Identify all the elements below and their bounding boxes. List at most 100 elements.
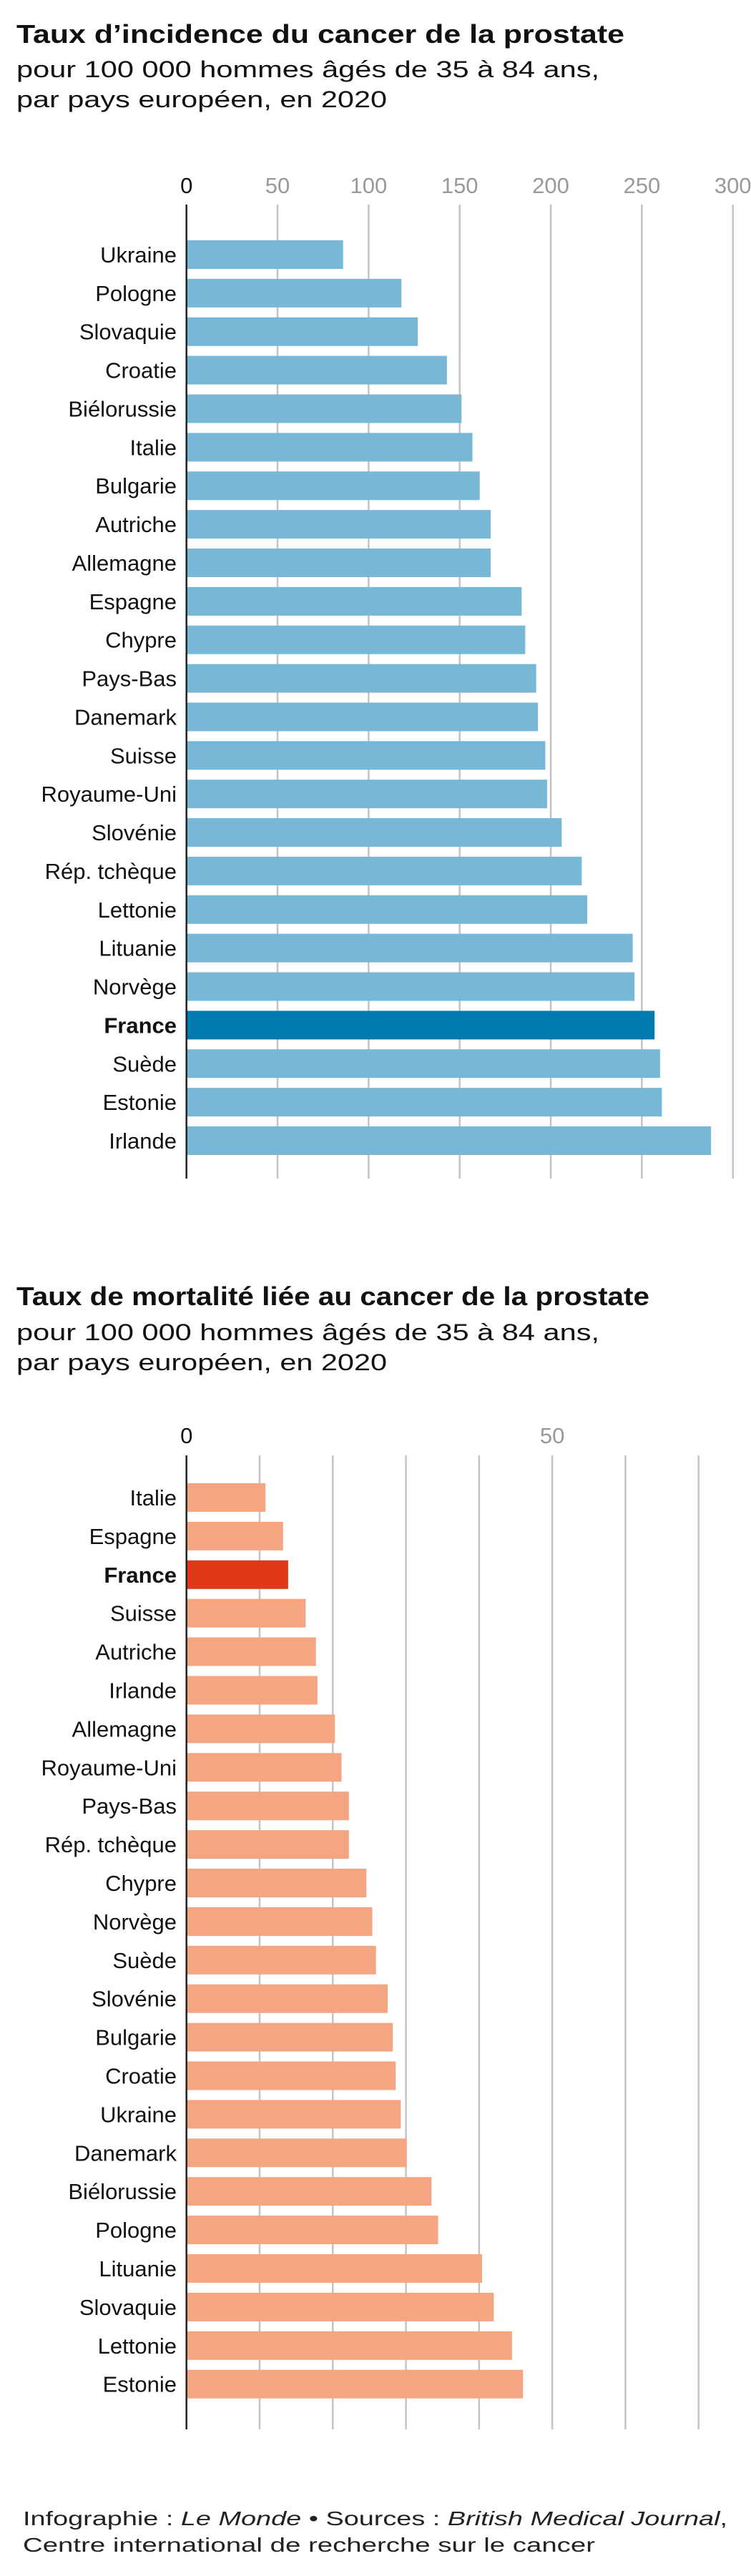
incidence-tick-label: 50 xyxy=(265,173,290,198)
mortality-bar xyxy=(186,1521,283,1550)
incidence-bar xyxy=(186,933,633,963)
mortality-gridlines xyxy=(258,1455,700,2429)
mortality-bar xyxy=(186,1598,306,1628)
incidence-bar xyxy=(186,355,447,385)
incidence-category-label: Espagne xyxy=(89,589,177,614)
credits-separator: • Sources : xyxy=(301,2507,448,2530)
incidence-category-label: Estonie xyxy=(103,1090,177,1115)
incidence-tick-labels: 0 50 100 150 200 250 300 xyxy=(180,173,751,198)
mortality-category-label: Norvège xyxy=(93,1909,177,1935)
incidence-bar xyxy=(186,1088,662,1117)
incidence-chart-subtitle-line2: par pays européen, en 2020 xyxy=(16,87,387,112)
mortality-category-label: Allemagne xyxy=(72,1716,177,1741)
mortality-category-label: Royaume-Uni xyxy=(41,1755,177,1780)
incidence-category-labels: Ukraine Pologne Slovaquie Croatie Biélorussi… xyxy=(41,242,177,1154)
mortality-category-label: Rép. tchèque xyxy=(45,1832,177,1857)
mortality-category-label: Ukraine xyxy=(100,2102,177,2127)
mortality-category-label: France xyxy=(104,1563,177,1588)
mortality-bar xyxy=(186,1907,373,1936)
mortality-bar xyxy=(186,1714,335,1744)
mortality-category-label: Irlande xyxy=(109,1678,177,1704)
incidence-bar xyxy=(186,278,402,308)
incidence-bar xyxy=(186,818,562,847)
incidence-bar xyxy=(186,471,480,501)
mortality-category-label: Estonie xyxy=(103,2372,177,2397)
mortality-bar xyxy=(186,1984,388,2013)
incidence-category-label: Rép. tchèque xyxy=(45,859,177,884)
mortality-category-label: Pays-Bas xyxy=(82,1794,177,1819)
mortality-category-label: Slovaquie xyxy=(79,2295,177,2320)
incidence-category-label: Slovénie xyxy=(92,820,177,845)
mortality-bar xyxy=(186,2216,438,2245)
mortality-bar-highlight xyxy=(186,1560,288,1589)
mortality-category-label: Chypre xyxy=(105,1871,177,1896)
mortality-bar xyxy=(186,1483,266,1512)
credits-outlet: Le Monde xyxy=(181,2507,301,2530)
incidence-bar xyxy=(186,1049,660,1078)
mortality-category-label: Croatie xyxy=(105,2064,177,2089)
mortality-bar xyxy=(186,2331,512,2360)
incidence-bar xyxy=(186,664,536,693)
sources-line: Centre international de recherche sur le… xyxy=(23,2534,595,2556)
incidence-category-label: Slovaquie xyxy=(79,320,177,345)
incidence-category-label: Lituanie xyxy=(99,936,177,961)
incidence-category-label: Suisse xyxy=(110,743,177,768)
incidence-category-label: Italie xyxy=(130,435,177,460)
incidence-bar xyxy=(186,1126,712,1156)
incidence-bar xyxy=(186,895,587,924)
incidence-tick-label: 250 xyxy=(623,173,660,198)
incidence-category-label: France xyxy=(104,1013,177,1038)
incidence-chart-subtitle-line1: pour 100 000 hommes âgés de 35 à 84 ans, xyxy=(16,56,599,82)
mortality-bar xyxy=(186,2177,432,2206)
mortality-category-label: Suisse xyxy=(110,1601,177,1626)
mortality-category-label: Lituanie xyxy=(99,2256,177,2281)
mortality-category-labels: Italie Espagne France Suisse Autriche Irlande… xyxy=(41,1485,177,2397)
mortality-category-label: Lettonie xyxy=(98,2334,177,2359)
mortality-category-label: Pologne xyxy=(95,2218,177,2243)
incidence-category-label: Pologne xyxy=(95,281,177,306)
incidence-category-label: Royaume-Uni xyxy=(41,782,177,807)
incidence-category-label: Autriche xyxy=(95,512,177,537)
credits-comma: , xyxy=(720,2507,727,2530)
incidence-chart: Taux d’incidence du cancer de la prostat… xyxy=(16,19,751,1179)
incidence-bar xyxy=(186,856,582,885)
mortality-bar xyxy=(186,1830,349,1859)
mortality-category-label: Slovénie xyxy=(92,1987,177,2012)
incidence-category-label: Norvège xyxy=(93,975,177,1000)
mortality-category-label: Danemark xyxy=(74,2140,177,2165)
mortality-tick-label: 0 xyxy=(180,1423,192,1448)
mortality-bars xyxy=(186,1483,524,2399)
incidence-category-label: Ukraine xyxy=(100,242,177,267)
mortality-chart: Taux de mortalité liée au cancer de la p… xyxy=(16,1282,700,2429)
incidence-category-label: Irlande xyxy=(109,1129,177,1154)
mortality-bar xyxy=(186,1753,342,1782)
incidence-chart-title: Taux d’incidence du cancer de la prostat… xyxy=(16,19,624,49)
incidence-tick-label: 300 xyxy=(715,173,751,198)
incidence-bar-highlight xyxy=(186,1011,655,1040)
mortality-category-label: Suède xyxy=(112,1948,177,1973)
mortality-bar xyxy=(186,1869,367,1897)
incidence-category-label: Suède xyxy=(112,1051,177,1076)
mortality-category-label: Bulgarie xyxy=(95,2025,177,2050)
incidence-bars xyxy=(186,240,712,1156)
incidence-tick-label: 0 xyxy=(180,173,192,198)
incidence-bar xyxy=(186,240,343,269)
mortality-bar xyxy=(186,2292,494,2321)
mortality-bar xyxy=(186,1676,318,1705)
incidence-bar xyxy=(186,433,473,462)
mortality-tick-labels: 0 50 xyxy=(180,1423,564,1448)
incidence-tick-label: 200 xyxy=(532,173,569,198)
mortality-category-label: Espagne xyxy=(89,1524,177,1549)
mortality-bar xyxy=(186,2254,482,2283)
incidence-bar xyxy=(186,741,546,770)
incidence-tick-label: 100 xyxy=(350,173,387,198)
incidence-category-label: Allemagne xyxy=(72,551,177,576)
mortality-tick-label: 50 xyxy=(540,1423,564,1448)
mortality-chart-subtitle-line2: par pays européen, en 2020 xyxy=(16,1350,387,1375)
incidence-category-label: Pays-Bas xyxy=(82,667,177,692)
incidence-bar xyxy=(186,625,526,654)
mortality-bar xyxy=(186,1791,349,1821)
mortality-bar xyxy=(186,2061,396,2090)
mortality-category-label: Autriche xyxy=(95,1640,177,1665)
mortality-chart-title: Taux de mortalité liée au cancer de la p… xyxy=(16,1282,649,1311)
